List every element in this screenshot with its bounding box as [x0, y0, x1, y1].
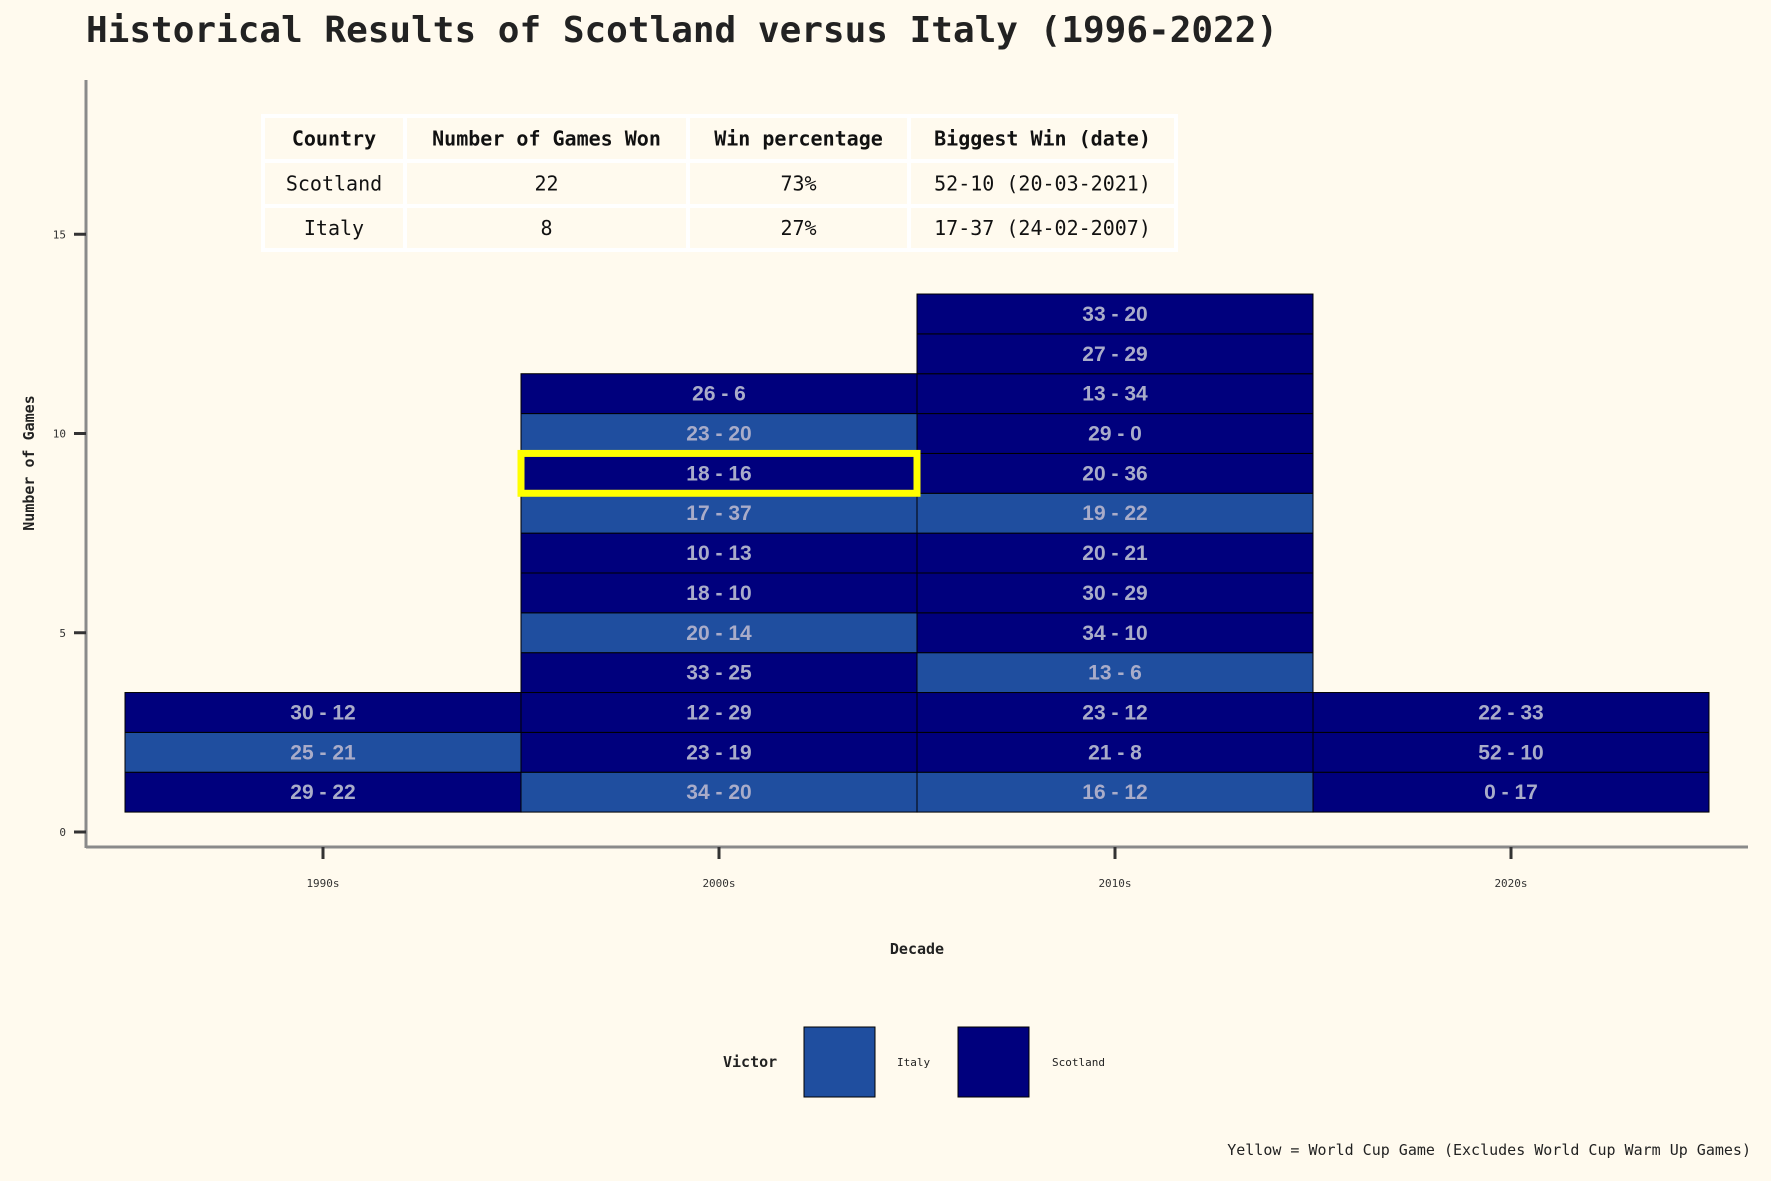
game-score-label: 13 - 34: [1082, 383, 1148, 406]
game-tile: [916, 771, 1314, 813]
game-score-label: 20 - 21: [1082, 542, 1148, 565]
game-score-label: 17 - 37: [686, 502, 751, 525]
x-tick-label: 2000s: [702, 877, 735, 890]
game-tile: [520, 373, 918, 415]
table-header-text: Country: [292, 127, 376, 151]
table-header-text: Win percentage: [714, 127, 883, 151]
table-cell-text: 17-37 (24-02-2007): [934, 216, 1151, 240]
legend-swatch-scotland: [957, 1026, 1030, 1098]
game-tile: [916, 572, 1314, 614]
table-cell-text: 73%: [780, 172, 816, 196]
legend-title: Victor: [723, 1053, 777, 1071]
game-score-label: 0 - 17: [1484, 781, 1538, 804]
game-tile: [124, 692, 522, 733]
caption: Yellow = World Cup Game (Excludes World …: [1227, 1141, 1751, 1159]
x-tick-label: 2010s: [1098, 877, 1131, 890]
game-score-label: 34 - 10: [1082, 622, 1147, 645]
game-score-label: 33 - 20: [1082, 303, 1147, 326]
game-score-label: 16 - 12: [1082, 781, 1147, 804]
axis-ticks: 0 5 10 15 1990s 2000s 2010s 2020s: [53, 228, 1528, 890]
y-tick-label: 5: [59, 627, 66, 640]
y-tick-label: 15: [53, 228, 66, 241]
game-tile: [916, 373, 1314, 415]
game-score-label: 33 - 25: [686, 662, 752, 685]
game-tile: [1312, 771, 1710, 813]
table-cell-text: 22: [534, 172, 558, 196]
game-score-label: 26 - 6: [692, 383, 746, 406]
game-tile: [916, 492, 1314, 534]
game-score-label: 10 - 13: [686, 542, 751, 565]
table-header-text: Number of Games Won: [432, 127, 661, 151]
y-tick-label: 0: [59, 826, 66, 839]
chart-title: Historical Results of Scotland versus It…: [86, 10, 1279, 51]
game-tile: [916, 692, 1314, 733]
game-score-label: 29 - 22: [290, 781, 355, 804]
game-score-label: 19 - 22: [1082, 502, 1147, 525]
game-score-label: 23 - 12: [1082, 701, 1147, 724]
game-score-label: 30 - 12: [290, 701, 355, 724]
world-cup-highlight: [517, 449, 921, 497]
game-tile: [1312, 692, 1710, 733]
game-tile: [916, 652, 1314, 694]
game-tile: [520, 532, 918, 574]
table-cell-text: 27%: [780, 216, 816, 240]
game-score-label: 23 - 19: [686, 741, 751, 764]
legend-label: Italy: [897, 1056, 930, 1069]
legend: Victor Italy Scotland: [723, 1026, 1105, 1098]
y-tick-label: 10: [53, 428, 66, 441]
x-tick-label: 1990s: [306, 877, 339, 890]
table-cell-text: Scotland: [286, 172, 382, 196]
game-tile: [916, 333, 1314, 375]
game-tile: [520, 692, 918, 733]
table-cell-text: Italy: [304, 216, 364, 240]
game-score-label: 18 - 10: [686, 582, 751, 605]
game-tile: [520, 612, 918, 654]
game-score-label: 21 - 8: [1088, 741, 1142, 764]
table-cell-text: 52-10 (20-03-2021): [934, 172, 1151, 196]
game-score-label: 29 - 0: [1088, 423, 1142, 446]
game-score-label: 52 - 10: [1478, 741, 1543, 764]
summary-table: Country Number of Games Won Win percentage…: [261, 114, 1178, 252]
y-axis-title: Number of Games: [20, 395, 38, 530]
game-score-label: 30 - 29: [1082, 582, 1147, 605]
x-tick-label: 2020s: [1494, 877, 1527, 890]
game-tile: [916, 532, 1314, 574]
game-score-label: 18 - 16: [686, 462, 751, 485]
game-tile: [916, 413, 1314, 454]
game-score-label: 13 - 6: [1088, 662, 1142, 685]
game-score-label: 20 - 36: [1082, 462, 1147, 485]
table-cell-text: 8: [540, 216, 552, 240]
game-score-label: 12 - 29: [686, 701, 751, 724]
game-score-label: 23 - 20: [686, 423, 751, 446]
game-score-label: 25 - 21: [290, 741, 356, 764]
game-tile: [916, 293, 1314, 335]
game-score-label: 27 - 29: [1082, 343, 1147, 366]
game-tile: [916, 731, 1314, 773]
table-cell: [907, 204, 1178, 252]
game-score-label: 22 - 33: [1478, 701, 1543, 724]
chart-axes: [84, 80, 1748, 849]
legend-label: Scotland: [1052, 1056, 1105, 1069]
chart-tiles: 29 - 22 25 - 21 30 - 12 34 - 20 23 - 19 12 - …: [124, 293, 1710, 813]
legend-swatch-italy: [803, 1026, 876, 1098]
game-score-label: 34 - 20: [686, 781, 751, 804]
game-score-label: 20 - 14: [686, 622, 752, 645]
game-tile: [520, 731, 918, 773]
game-tile: [520, 572, 918, 614]
table-header-text: Biggest Win (date): [934, 127, 1151, 151]
x-axis-title: Decade: [890, 940, 944, 958]
